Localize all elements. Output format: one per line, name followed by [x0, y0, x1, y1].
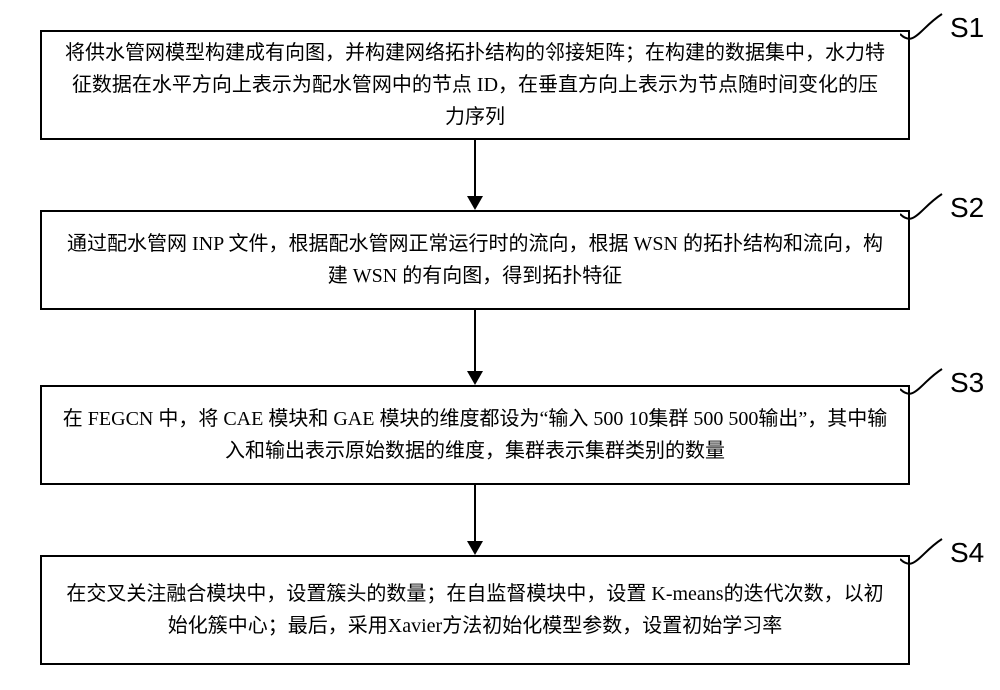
label-connector	[900, 367, 960, 417]
step-text: 将供水管网模型构建成有向图，并构建网络拓扑结构的邻接矩阵；在构建的数据集中，水力…	[62, 37, 888, 133]
label-connector	[900, 537, 960, 587]
flowchart-canvas: 将供水管网模型构建成有向图，并构建网络拓扑结构的邻接矩阵；在构建的数据集中，水力…	[0, 0, 1000, 690]
step-text: 在 FEGCN 中，将 CAE 模块和 GAE 模块的维度都设为“输入 500 …	[62, 403, 888, 467]
arrow-head-icon	[467, 541, 483, 555]
arrow-head-icon	[467, 371, 483, 385]
step-box-s1: 将供水管网模型构建成有向图，并构建网络拓扑结构的邻接矩阵；在构建的数据集中，水力…	[40, 30, 910, 140]
arrow-line	[474, 310, 476, 371]
step-text: 在交叉关注融合模块中，设置簇头的数量；在自监督模块中，设置 K-means的迭代…	[62, 578, 888, 642]
arrow-head-icon	[467, 196, 483, 210]
step-text: 通过配水管网 INP 文件，根据配水管网正常运行时的流向，根据 WSN 的拓扑结…	[62, 228, 888, 292]
step-box-s4: 在交叉关注融合模块中，设置簇头的数量；在自监督模块中，设置 K-means的迭代…	[40, 555, 910, 665]
arrow-line	[474, 485, 476, 541]
label-connector	[900, 12, 960, 62]
step-box-s3: 在 FEGCN 中，将 CAE 模块和 GAE 模块的维度都设为“输入 500 …	[40, 385, 910, 485]
step-box-s2: 通过配水管网 INP 文件，根据配水管网正常运行时的流向，根据 WSN 的拓扑结…	[40, 210, 910, 310]
arrow-line	[474, 140, 476, 196]
label-connector	[900, 192, 960, 242]
